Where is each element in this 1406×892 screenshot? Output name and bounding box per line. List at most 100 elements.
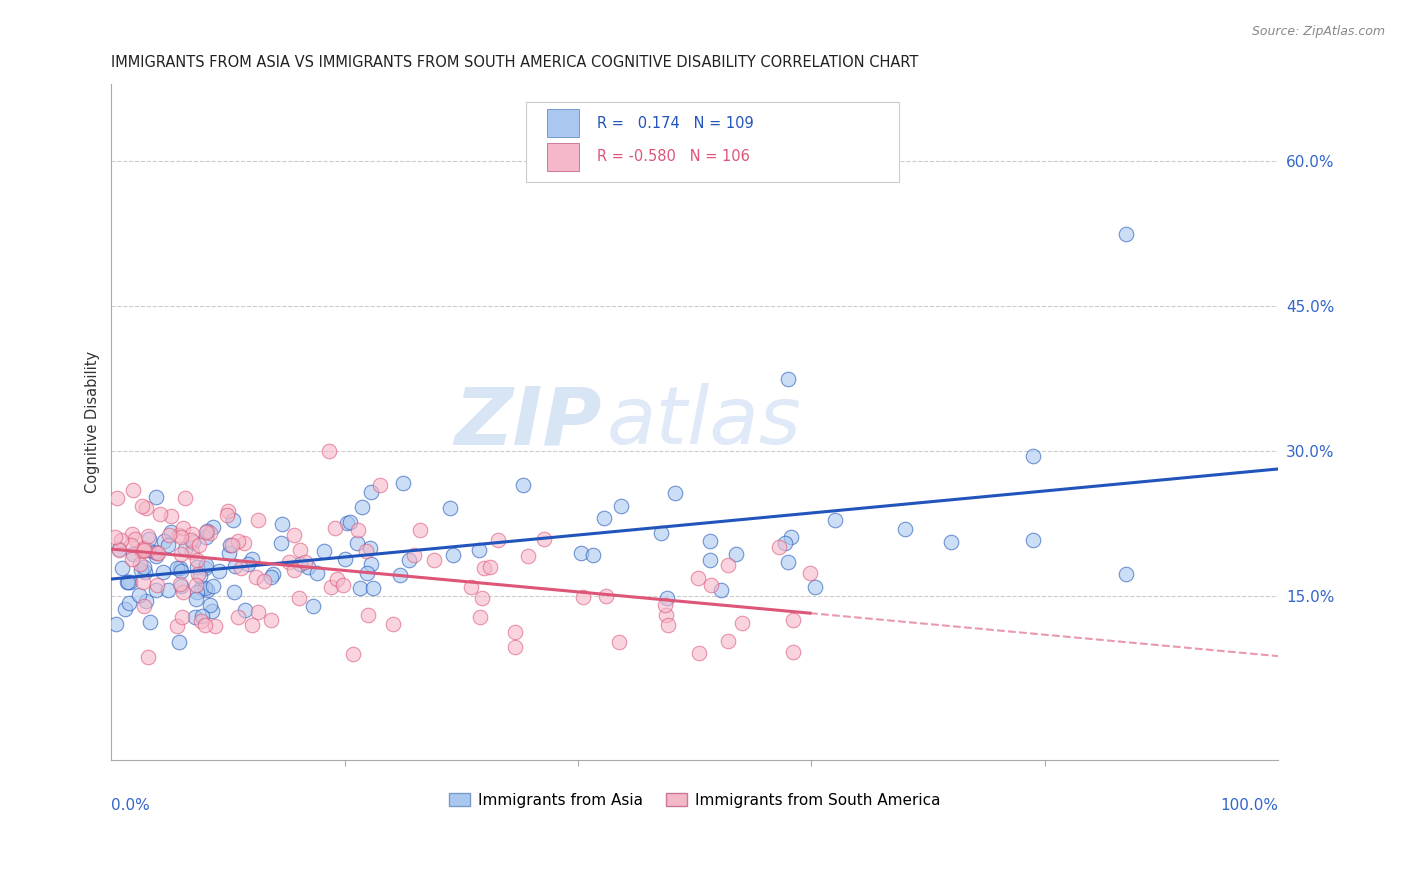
Y-axis label: Cognitive Disability: Cognitive Disability <box>86 351 100 493</box>
Point <box>360 557 382 571</box>
Point <box>336 516 359 530</box>
Point <box>181 527 204 541</box>
Point <box>389 568 412 582</box>
Point <box>194 561 217 575</box>
Point <box>167 528 190 542</box>
Point <box>170 530 193 544</box>
Point <box>305 566 328 580</box>
Point <box>202 579 225 593</box>
Point <box>318 444 340 458</box>
Point <box>471 591 494 605</box>
Point <box>339 515 361 529</box>
Point <box>323 520 346 534</box>
Point <box>146 545 169 559</box>
Point <box>569 546 592 560</box>
Point <box>240 618 263 632</box>
Point <box>893 522 915 536</box>
Point <box>198 598 221 612</box>
Point <box>184 578 207 592</box>
Point <box>152 565 174 579</box>
Point <box>409 523 432 537</box>
Point <box>146 546 169 560</box>
Point <box>260 570 283 584</box>
Point <box>288 591 311 605</box>
Text: 0.0%: 0.0% <box>111 797 150 813</box>
Point <box>134 566 156 580</box>
Point <box>122 483 145 498</box>
Point <box>595 589 617 603</box>
Point <box>120 538 142 552</box>
Point <box>357 607 380 622</box>
Point <box>271 517 294 532</box>
Point <box>194 618 217 632</box>
Point <box>174 491 197 505</box>
Point <box>352 500 374 514</box>
Point <box>135 500 157 515</box>
Point <box>218 538 240 552</box>
Point <box>187 566 209 581</box>
Point <box>170 579 193 593</box>
Point <box>439 500 461 515</box>
Point <box>132 599 155 613</box>
Point <box>654 598 676 612</box>
Point <box>114 602 136 616</box>
Point <box>188 538 211 552</box>
Point <box>156 538 179 552</box>
Point <box>174 541 197 556</box>
Point <box>468 610 491 624</box>
Point <box>108 542 131 557</box>
Point <box>138 649 160 664</box>
Point <box>110 533 132 547</box>
Point <box>664 486 686 500</box>
Point <box>503 640 526 654</box>
Point <box>224 558 246 573</box>
Point <box>166 560 188 574</box>
Point <box>122 547 145 561</box>
Text: 100.0%: 100.0% <box>1220 797 1278 813</box>
Point <box>326 572 349 586</box>
Point <box>218 546 240 560</box>
Point <box>169 564 191 578</box>
Point <box>655 608 678 623</box>
Point <box>283 563 305 577</box>
Point <box>486 533 509 547</box>
Point <box>799 566 821 580</box>
Point <box>657 618 679 632</box>
Point <box>149 507 172 521</box>
Point <box>717 558 740 572</box>
Point <box>153 533 176 548</box>
Point <box>776 371 799 385</box>
Point <box>342 647 364 661</box>
Point <box>1115 567 1137 582</box>
Point <box>319 580 342 594</box>
Point <box>181 545 204 559</box>
Point <box>190 582 212 596</box>
Point <box>202 520 225 534</box>
Point <box>208 564 231 578</box>
Point <box>121 527 143 541</box>
Point <box>472 561 495 575</box>
Point <box>247 605 270 619</box>
Point <box>356 566 378 580</box>
Point <box>359 541 381 555</box>
Point <box>804 580 827 594</box>
Point <box>131 575 153 590</box>
Point <box>717 633 740 648</box>
Point <box>169 560 191 574</box>
Point <box>503 625 526 640</box>
Point <box>169 634 191 648</box>
Point <box>423 553 446 567</box>
Point <box>398 553 420 567</box>
FancyBboxPatch shape <box>526 102 898 182</box>
Point <box>145 578 167 592</box>
Point <box>245 570 267 584</box>
Point <box>108 543 131 558</box>
Point <box>118 596 141 610</box>
Point <box>233 602 256 616</box>
Point <box>349 581 371 595</box>
Point <box>145 490 167 504</box>
Point <box>222 513 245 527</box>
Point <box>135 594 157 608</box>
Point <box>592 511 614 525</box>
Point <box>941 535 963 549</box>
